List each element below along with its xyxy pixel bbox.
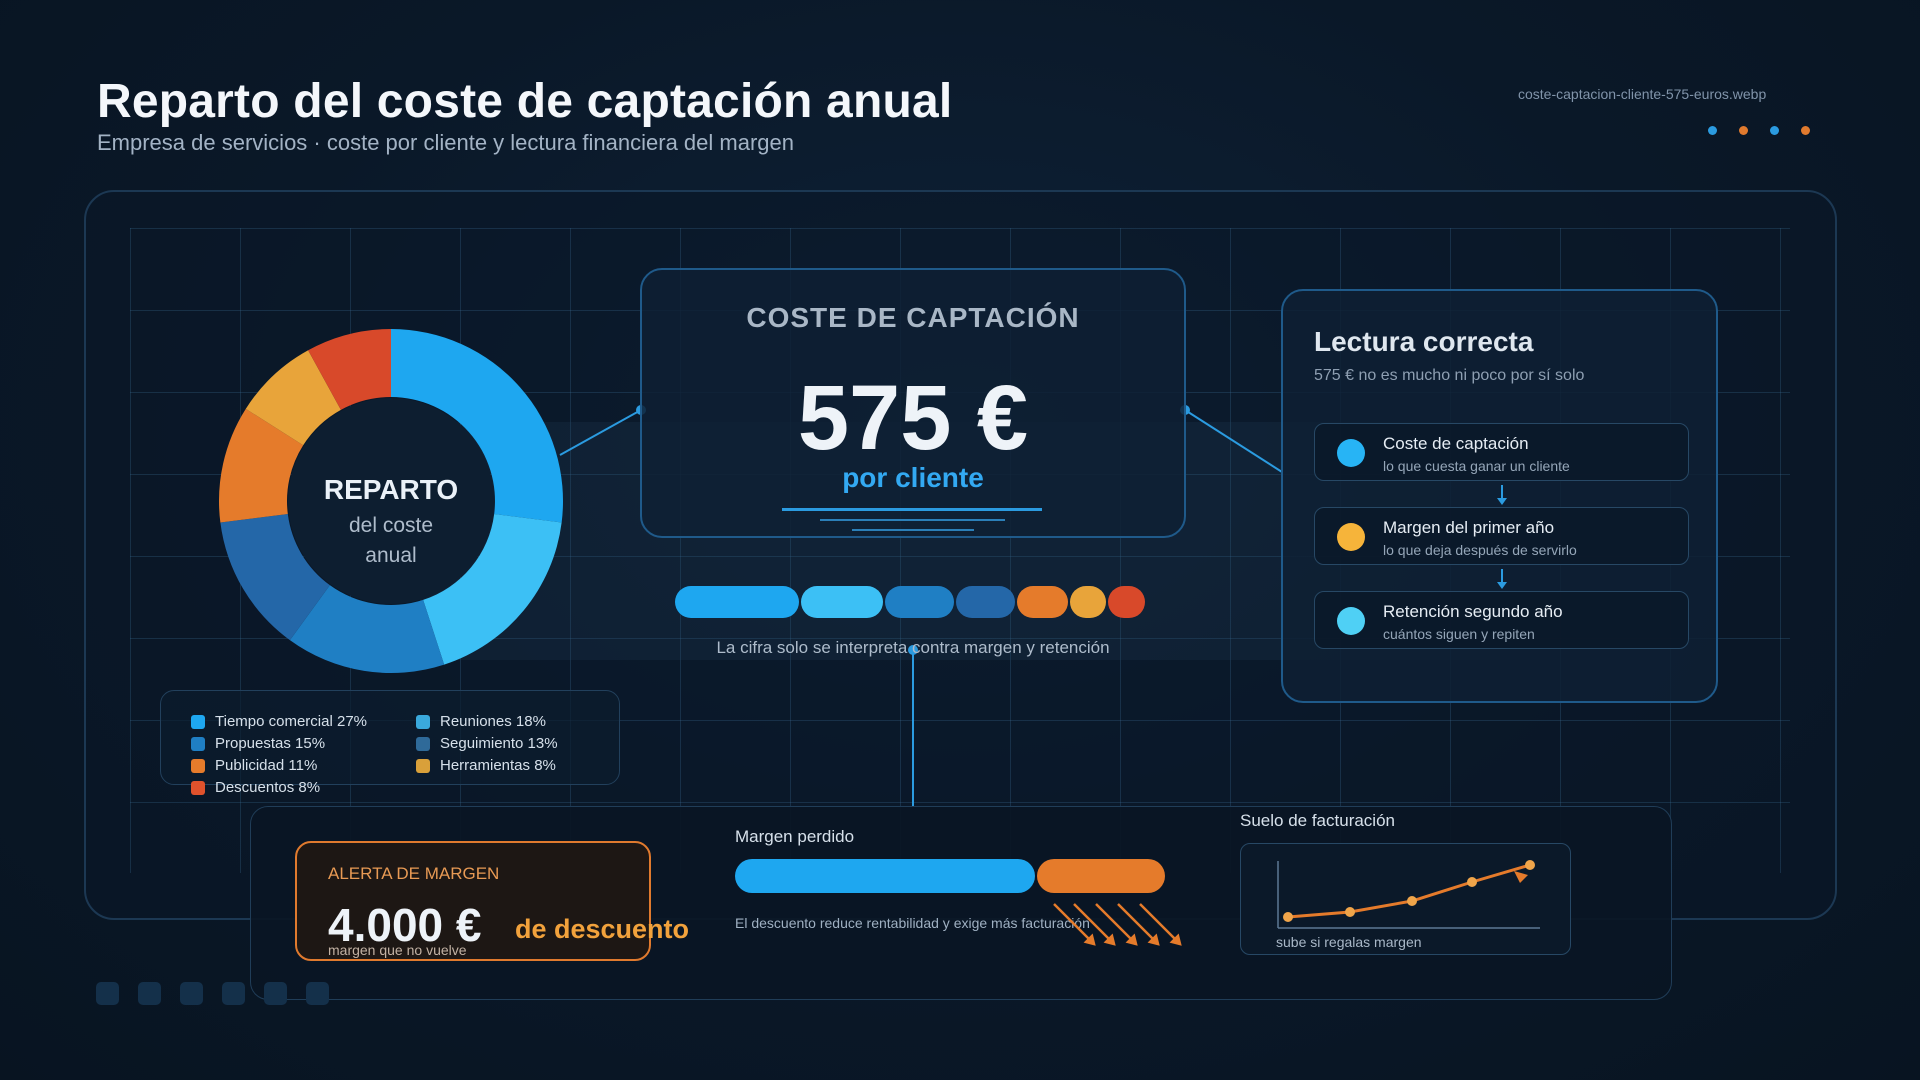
margin-lost-bar [735,859,1165,893]
hatch-arrows-icon [1053,903,1182,946]
reading-item-retention: Retención segundo año cuántos siguen y r… [1314,591,1689,649]
segment-bar-part [1069,586,1107,618]
legend-item: Reuniones 18% [416,713,546,730]
legend-label: Publicidad 11% [215,757,318,774]
donut-slice [289,585,445,673]
margin-lost-label: Margen perdido [735,827,855,846]
dot [1739,126,1748,135]
page-indicator[interactable] [138,982,161,1005]
legend-label: Descuentos 8% [215,779,321,796]
alert-note: margen que no vuelve [328,942,467,958]
donut-slice [245,350,341,446]
legend-item: Publicidad 11% [191,757,317,774]
reading-item-margin: Margen del primer año lo que deja despué… [1314,507,1689,565]
legend-label: Reuniones 18% [440,713,546,730]
alert-heading: ALERTA DE MARGEN [328,864,500,883]
legend-swatch [191,758,205,773]
reading-item-sub: cuántos siguen y repiten [1383,626,1535,642]
legend-label: Herramientas 8% [440,757,556,774]
cost-per-client: por cliente [842,462,984,493]
donut-slice [219,408,304,523]
margin-lost-note: El descuento reduce rentabilidad y exige… [735,915,1090,931]
underline [820,519,1005,521]
legend-item: Propuestas 15% [191,735,325,752]
reading-item-title: Margen del primer año [1383,518,1555,537]
circle-icon [1337,523,1365,551]
legend-label: Seguimiento 13% [440,735,558,752]
segment-bar-part [1017,586,1068,618]
page-title: Reparto del coste de captación anual [97,75,953,128]
donut-slice [423,514,562,665]
billing-floor-note: sube si regalas margen [1276,934,1422,950]
legend-label: Tiempo comercial 27% [215,713,367,730]
page-indicators [96,982,329,1005]
circle-icon [1337,607,1365,635]
page-indicator[interactable] [306,982,329,1005]
page-indicator[interactable] [222,982,245,1005]
segment-bar-part [885,586,954,618]
reading-item-title: Coste de captación [1383,434,1529,453]
legend-item: Seguimiento 13% [416,735,558,752]
billing-floor-card [1240,843,1571,955]
legend-item: Descuentos 8% [191,779,320,796]
segment-bar [675,586,1145,618]
legend-item: Tiempo comercial 27% [191,713,367,730]
legend-swatch [416,758,430,773]
donut-slice [220,514,330,641]
donut-legend: Tiempo comercial 27% Reuniones 18% Propu… [160,690,620,796]
cost-note: La cifra solo se interpreta contra marge… [716,638,1110,657]
arrow-down-icon [1497,485,1507,505]
legend-swatch [191,780,205,795]
billing-floor-label: Suelo de facturación [1240,811,1395,830]
legend-swatch [416,714,430,729]
reading-subtitle: 575 € no es mucho ni poco por sí solo [1314,367,1585,384]
cost-card [640,268,1186,538]
cost-heading: COSTE DE CAPTACIÓN [746,302,1080,333]
cost-value: 575 € [797,367,1029,469]
alert-description: de descuento [515,914,690,944]
dot [1801,126,1810,135]
reading-item-cost: Coste de captación lo que cuesta ganar u… [1314,423,1689,481]
arrow-down-icon [1497,569,1507,589]
legend-swatch [191,736,205,751]
margin-kept-segment [735,859,1035,893]
circle-icon [1337,439,1365,467]
donut-chart [219,329,563,673]
dot [1770,126,1779,135]
donut-line2: del coste [348,514,434,537]
reading-item-sub: lo que deja después de servirlo [1383,542,1577,558]
underline [782,508,1042,511]
margin-lost-segment [1036,859,1165,893]
segment-bar-part [675,586,799,618]
dot [1708,126,1717,135]
segment-bar-part [955,586,1016,618]
page-subtitle: Empresa de servicios · coste por cliente… [97,130,794,155]
underline [852,529,974,531]
margin-alert-card [295,841,651,961]
page-indicator[interactable] [96,982,119,1005]
alert-value: 4.000 € [328,899,482,951]
header-dots [1708,126,1810,135]
donut-slice [391,329,563,523]
legend-swatch [191,714,205,729]
page-indicator[interactable] [180,982,203,1005]
legend-item: Herramientas 8% [416,757,556,774]
legend-label: Propuestas 15% [215,735,326,752]
reading-item-sub: lo que cuesta ganar un cliente [1383,458,1570,474]
donut-line3: anual [365,544,417,567]
donut-center [288,398,494,604]
segment-bar-part [800,586,884,618]
page-indicator[interactable] [264,982,287,1005]
billing-floor-chart [1277,860,1540,929]
segment-bar-part [1108,586,1145,618]
legend-swatch [416,736,430,751]
file-label: coste-captacion-cliente-575-euros.webp [1518,86,1767,102]
donut-title: REPARTO [323,474,459,505]
donut-slice [308,329,391,410]
reading-title: Lectura correcta [1314,326,1534,357]
reading-item-title: Retención segundo año [1383,602,1563,621]
